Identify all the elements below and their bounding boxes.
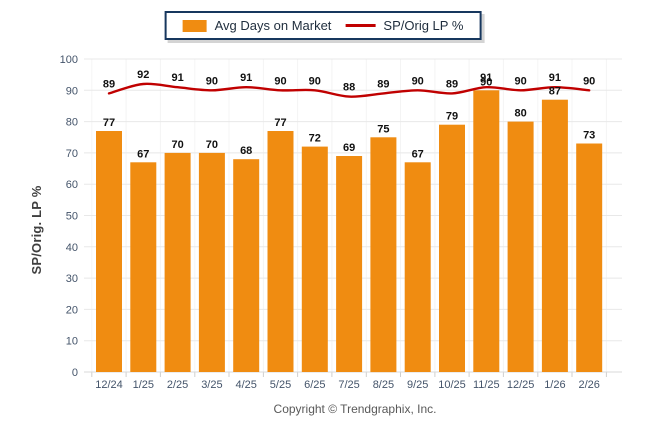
bar xyxy=(267,131,294,372)
bar xyxy=(164,152,191,372)
line-value-label: 90 xyxy=(583,75,595,87)
bar-value-label: 75 xyxy=(377,123,389,135)
x-tick-label: 8/25 xyxy=(373,379,394,391)
y-tick-label: 90 xyxy=(66,85,78,97)
bar-series-swatch xyxy=(182,19,207,32)
bar xyxy=(576,143,603,372)
legend: Avg Days on Market SP/Orig LP % xyxy=(164,11,482,40)
x-tick-label: 2/26 xyxy=(578,379,599,391)
bar-value-label: 80 xyxy=(514,108,526,120)
legend-item-line: SP/Orig LP % xyxy=(345,18,463,33)
legend-label-bar: Avg Days on Market xyxy=(214,18,332,33)
bar xyxy=(301,146,328,372)
line-value-label: 90 xyxy=(206,75,218,87)
bar xyxy=(473,90,500,373)
bar xyxy=(370,137,397,373)
x-tick-label: 9/25 xyxy=(407,379,428,391)
y-tick-label: 70 xyxy=(66,148,78,160)
bar-value-label: 79 xyxy=(446,111,458,123)
bar-value-label: 72 xyxy=(309,133,321,145)
x-tick-label: 12/24 xyxy=(95,379,123,391)
bar xyxy=(233,159,260,372)
y-tick-label: 40 xyxy=(66,242,78,254)
trend-line xyxy=(107,82,591,98)
y-axis-title: SP/Orig. LP % xyxy=(29,185,44,275)
x-tick-label: 1/26 xyxy=(544,379,565,391)
y-tick-label: 100 xyxy=(60,54,78,66)
bar-value-label: 87 xyxy=(549,86,561,98)
bar-value-label: 69 xyxy=(343,142,355,154)
line-value-label: 90 xyxy=(514,75,526,87)
y-tick-label: 10 xyxy=(66,336,78,348)
line-series-swatch xyxy=(345,24,376,27)
line-value-label: 89 xyxy=(377,78,389,90)
line-value-label: 92 xyxy=(137,69,149,81)
bar-value-label: 67 xyxy=(412,148,424,160)
bar-value-label: 70 xyxy=(206,139,218,151)
bar xyxy=(198,152,225,372)
line-value-label: 91 xyxy=(549,72,561,84)
y-tick-label: 60 xyxy=(66,179,78,191)
bar-value-label: 67 xyxy=(137,148,149,160)
line-value-label: 91 xyxy=(171,72,183,84)
line-value-label: 88 xyxy=(343,82,355,94)
legend-item-bar: Avg Days on Market xyxy=(182,18,332,33)
y-tick-label: 0 xyxy=(72,367,78,379)
x-tick-label: 12/25 xyxy=(507,379,535,391)
y-tick-label: 80 xyxy=(66,117,78,129)
x-tick-label: 2/25 xyxy=(167,379,188,391)
bar-value-label: 77 xyxy=(103,117,115,129)
bar xyxy=(96,131,122,372)
bar-value-label: 77 xyxy=(274,117,286,129)
line-value-label: 89 xyxy=(446,78,458,90)
x-tick-label: 10/25 xyxy=(438,379,466,391)
x-tick-label: 3/25 xyxy=(201,379,222,391)
line-value-label: 90 xyxy=(412,75,424,87)
line-value-label: 89 xyxy=(103,78,115,90)
x-tick-label: 6/25 xyxy=(304,379,325,391)
bar xyxy=(507,121,534,372)
y-tick-label: 50 xyxy=(66,211,78,223)
line-value-label: 91 xyxy=(480,72,492,84)
line-value-label: 90 xyxy=(274,75,286,87)
y-tick-label: 30 xyxy=(66,273,78,285)
x-tick-label: 7/25 xyxy=(338,379,359,391)
bar xyxy=(336,156,363,372)
bar-value-label: 73 xyxy=(583,130,595,142)
copyright-text: Copyright © Trendgraphix, Inc. xyxy=(273,402,437,416)
bar-value-label: 90 xyxy=(480,76,492,88)
x-tick-label: 1/25 xyxy=(133,379,154,391)
x-tick-label: 5/25 xyxy=(270,379,291,391)
y-tick-label: 20 xyxy=(66,304,78,316)
bar-value-label: 70 xyxy=(171,139,183,151)
line-value-label: 90 xyxy=(309,75,321,87)
x-tick-label: 11/25 xyxy=(473,379,500,391)
bar xyxy=(130,162,157,372)
bar xyxy=(404,162,431,372)
x-tick-label: 4/25 xyxy=(235,379,256,391)
legend-label-line: SP/Orig LP % xyxy=(383,18,464,33)
bar xyxy=(541,99,568,372)
bar-value-label: 68 xyxy=(240,145,252,157)
bar xyxy=(439,124,465,372)
line-value-label: 91 xyxy=(240,72,252,84)
